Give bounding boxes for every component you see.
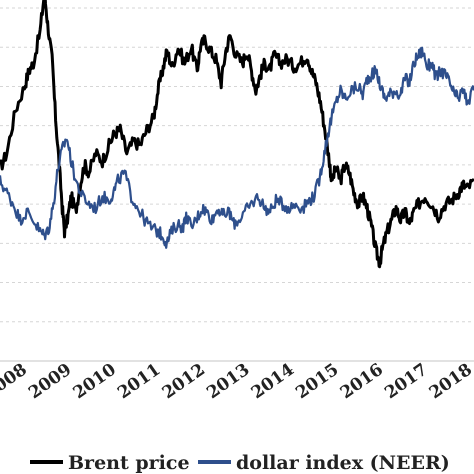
x-tick-label: 2012: [159, 360, 209, 404]
x-tick-label: 2009: [25, 360, 75, 404]
series-line-dollar-index: [0, 46, 474, 249]
x-tick-labels: 2008200920102011201220132014201520162017…: [0, 360, 474, 404]
x-tick-label: 2011: [114, 360, 164, 404]
x-tick-label: 2015: [292, 360, 342, 404]
legend: Brent price dollar index (NEER): [30, 452, 450, 474]
legend-label-dollar-index: dollar index (NEER): [236, 452, 450, 474]
x-tick-label: 2017: [381, 360, 431, 404]
x-tick-label: 2010: [70, 360, 120, 404]
x-tick-label: 2008: [0, 360, 31, 404]
legend-label-brent: Brent price: [68, 452, 190, 474]
x-tick-label: 2018: [426, 360, 474, 404]
x-tick-label: 2013: [203, 360, 253, 404]
series-line-brent: [0, 0, 474, 269]
x-tick-label: 2016: [337, 360, 387, 404]
series-group: [0, 0, 474, 269]
x-tick-label: 2014: [248, 360, 298, 404]
